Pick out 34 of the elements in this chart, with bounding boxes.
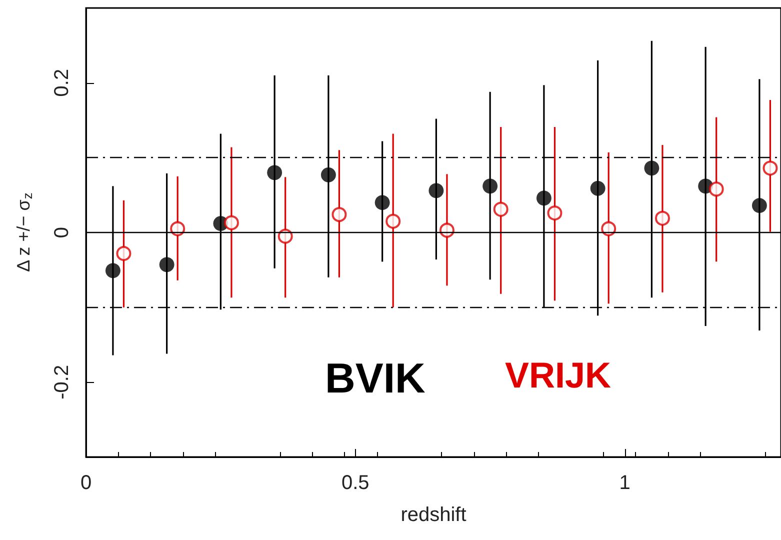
point — [654, 210, 670, 226]
point — [170, 221, 186, 236]
x-tick-label: 0.5 — [341, 472, 370, 494]
point — [159, 257, 174, 272]
point — [536, 190, 552, 206]
point — [644, 160, 660, 176]
point — [320, 167, 336, 182]
x-tick-label: 0 — [80, 472, 92, 494]
point — [116, 246, 132, 261]
point — [547, 206, 562, 221]
point — [105, 263, 120, 278]
point — [762, 160, 778, 176]
point — [493, 202, 508, 217]
point — [267, 165, 282, 180]
x-tick-label: 1 — [619, 472, 630, 494]
point — [590, 180, 606, 196]
point — [601, 221, 616, 236]
point — [482, 178, 498, 194]
point — [278, 228, 293, 244]
text: VRIJK — [505, 354, 612, 396]
text: BVIK — [325, 354, 426, 402]
point — [332, 207, 347, 222]
point — [374, 195, 390, 210]
point — [224, 215, 239, 230]
point — [428, 183, 444, 198]
y-tick-label: 0 — [51, 226, 73, 238]
point — [708, 182, 724, 197]
y-axis-title: Δ z +/− σz — [14, 192, 35, 272]
point — [752, 198, 767, 214]
point — [439, 222, 454, 238]
point — [386, 214, 401, 229]
y-tick-label: 0.2 — [51, 68, 73, 97]
y-tick-label: -0.2 — [51, 364, 73, 400]
x-axis-title: redshift — [400, 504, 467, 526]
